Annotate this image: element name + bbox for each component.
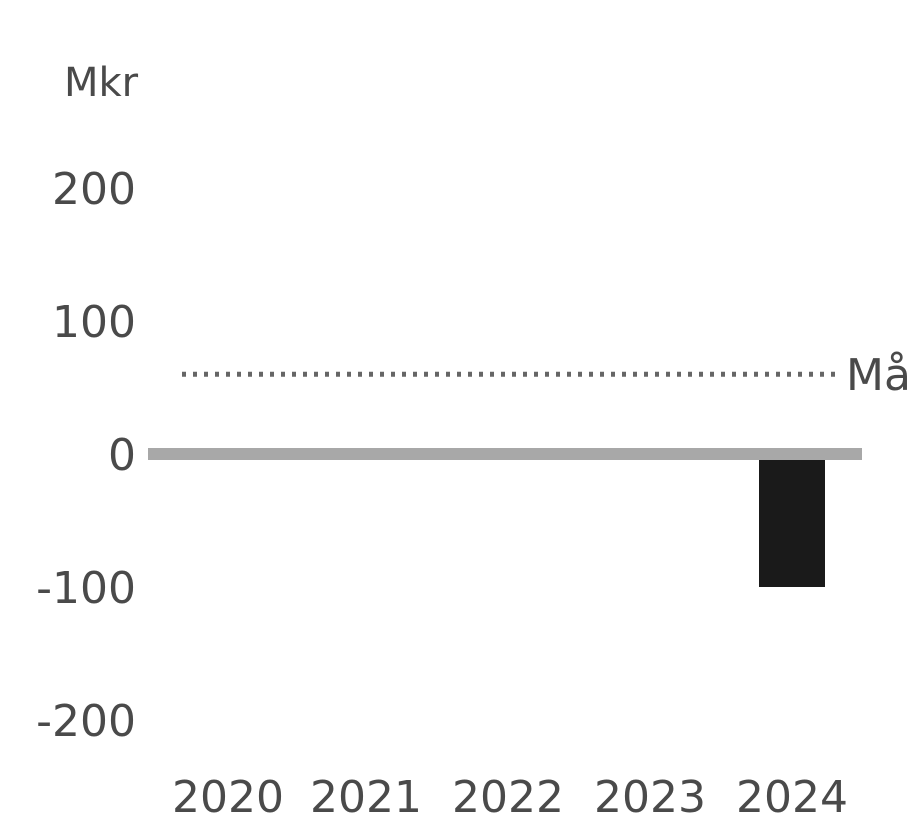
x-tick-label: 2022 xyxy=(452,772,564,823)
x-tick-label: 2021 xyxy=(310,772,422,823)
y-tick-label: -200 xyxy=(36,696,136,747)
y-unit-label: Mkr xyxy=(64,60,139,106)
x-tick-label: 2023 xyxy=(594,772,706,823)
y-axis-ticks: 200 100 0 -100 -200 xyxy=(36,164,136,747)
y-tick-label: -100 xyxy=(36,563,136,614)
x-tick-label: 2020 xyxy=(172,772,284,823)
y-tick-label: 100 xyxy=(52,297,136,348)
bars xyxy=(759,454,825,587)
y-tick-label: 200 xyxy=(52,164,136,215)
y-tick-label: 0 xyxy=(108,430,136,481)
bar-2024 xyxy=(759,454,825,587)
x-tick-label: 2024 xyxy=(736,772,848,823)
target-label: Mål xyxy=(846,350,908,401)
target-group: Mål xyxy=(182,350,908,401)
x-axis-ticks: 2020 2021 2022 2023 2024 xyxy=(172,772,848,823)
